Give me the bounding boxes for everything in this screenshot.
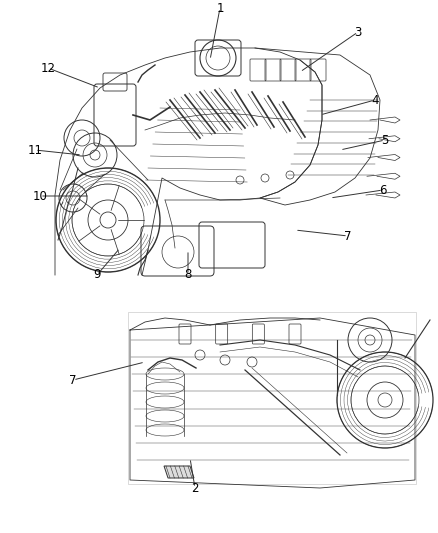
FancyBboxPatch shape: [128, 312, 416, 484]
Text: 1: 1: [216, 2, 224, 14]
Text: 5: 5: [381, 133, 389, 147]
Text: 11: 11: [28, 143, 42, 157]
Polygon shape: [164, 466, 194, 478]
Text: 3: 3: [354, 26, 362, 38]
Text: 6: 6: [379, 183, 387, 197]
Text: 10: 10: [32, 190, 47, 203]
Text: 7: 7: [69, 374, 77, 386]
Text: 9: 9: [93, 269, 101, 281]
Text: 8: 8: [184, 269, 192, 281]
Text: 4: 4: [371, 93, 379, 107]
Text: 2: 2: [191, 481, 199, 495]
Text: 7: 7: [344, 230, 352, 243]
Text: 12: 12: [40, 61, 56, 75]
